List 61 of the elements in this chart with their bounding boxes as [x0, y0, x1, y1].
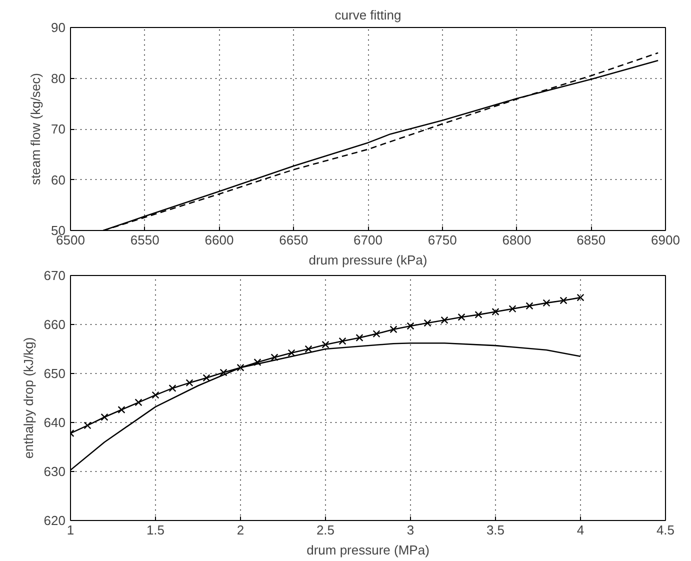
- x-tick-label: 4.5: [656, 522, 675, 538]
- y-tick-label: 60: [51, 172, 66, 188]
- point: [168, 384, 176, 392]
- point: [458, 313, 466, 321]
- y-tick-label: 670: [44, 268, 66, 283]
- x-tick-label: 6750: [428, 232, 457, 248]
- x-tick-label: 6600: [204, 232, 234, 248]
- x-axis-title: drum pressure (kPa): [308, 252, 428, 268]
- y-axis-title: steam flow (kg/sec): [28, 73, 44, 185]
- y-tick-label: 660: [44, 317, 66, 332]
- point: [304, 345, 312, 353]
- y-tick-label: 80: [51, 70, 66, 86]
- chart-title: curve fitting: [334, 8, 402, 22]
- x-tick-label: 6900: [651, 232, 680, 248]
- x-tick-label: 1: [66, 522, 74, 538]
- point: [202, 374, 210, 382]
- point: [542, 299, 550, 307]
- point: [236, 364, 244, 372]
- point: [424, 319, 432, 327]
- point: [270, 354, 278, 362]
- y-tick-label: 650: [44, 366, 66, 381]
- x-tick-label: 6850: [576, 232, 606, 248]
- point: [100, 413, 108, 421]
- point: [406, 322, 414, 330]
- point: [186, 379, 194, 387]
- point: [84, 422, 92, 430]
- point: [526, 302, 534, 310]
- point: [576, 294, 584, 302]
- x-tick-label: 6800: [502, 232, 532, 248]
- x-tick-label: 2.5: [316, 522, 335, 538]
- x-tick-label: 6700: [354, 232, 382, 248]
- x-tick-label: 4: [576, 522, 584, 538]
- point: [288, 349, 296, 357]
- point: [372, 330, 380, 338]
- y-tick-label: 640: [44, 415, 66, 430]
- point: [152, 391, 160, 399]
- point: [134, 398, 142, 406]
- y-tick-label: 620: [44, 513, 66, 528]
- x-tick-label: 6650: [279, 232, 308, 248]
- y-tick-label: 630: [44, 464, 66, 479]
- point: [322, 340, 330, 348]
- point: [338, 337, 346, 345]
- x-tick-label: 3.5: [486, 522, 505, 538]
- x-tick-label: 6550: [130, 232, 160, 248]
- y-axis-title: enthalpy drop (kJ/kg): [20, 337, 36, 459]
- point: [492, 308, 500, 316]
- y-tick-label: 70: [51, 122, 66, 136]
- point: [508, 305, 516, 313]
- point: [474, 310, 482, 318]
- x-tick-label: 2: [236, 522, 244, 538]
- point: [390, 326, 398, 334]
- point: [118, 406, 126, 414]
- point: [254, 358, 262, 366]
- point: [220, 368, 228, 376]
- y-tick-label: 90: [51, 20, 66, 35]
- point: [560, 296, 568, 304]
- x-axis-title: drum pressure (MPa): [306, 542, 430, 558]
- point: [440, 316, 448, 324]
- x-tick-label: 3: [406, 522, 414, 538]
- x-tick-label: 1.5: [146, 522, 165, 538]
- point: [356, 334, 364, 342]
